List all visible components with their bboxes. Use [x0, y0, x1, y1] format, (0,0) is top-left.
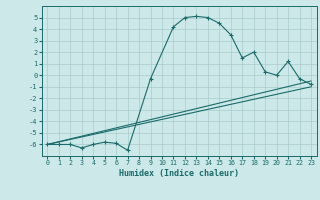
X-axis label: Humidex (Indice chaleur): Humidex (Indice chaleur): [119, 169, 239, 178]
